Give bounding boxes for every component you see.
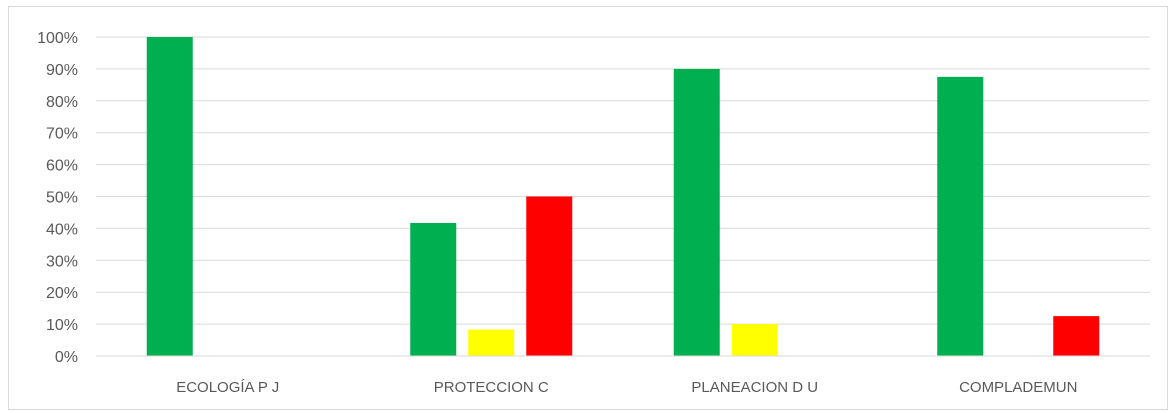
y-tick-label: 30% [46, 253, 78, 270]
y-axis-ticks: 0% 10% 20% 30% 40% 50% 60% 70% 80% 90% 100% [37, 30, 78, 366]
bar [410, 222, 457, 356]
category-labels: ECOLOGÍA P J PROTECCION C PLANEACION D U CO… [176, 379, 1077, 396]
bar [673, 68, 720, 357]
y-tick-label: 60% [46, 158, 78, 175]
category-label: PLANEACION D U [691, 379, 818, 396]
y-tick-label: 20% [46, 285, 78, 302]
category-label: ECOLOGÍA P J [176, 379, 279, 396]
bar [731, 324, 778, 356]
y-tick-label: 0% [55, 349, 78, 366]
y-tick-label: 50% [46, 190, 78, 207]
bar [526, 196, 573, 356]
y-tick-label: 70% [46, 126, 78, 143]
category-label: PROTECCION C [434, 379, 549, 396]
category-label: COMPLADEMUN [959, 379, 1077, 396]
bars [146, 37, 1100, 357]
y-tick-label: 90% [46, 62, 78, 79]
bar [468, 329, 515, 356]
bar [1053, 316, 1100, 356]
y-tick-label: 80% [46, 94, 78, 111]
bar [146, 37, 193, 356]
bar [937, 76, 984, 356]
y-tick-label: 100% [37, 30, 78, 47]
gridlines [96, 36, 1150, 325]
y-tick-label: 10% [46, 317, 78, 334]
y-tick-label: 40% [46, 221, 78, 238]
